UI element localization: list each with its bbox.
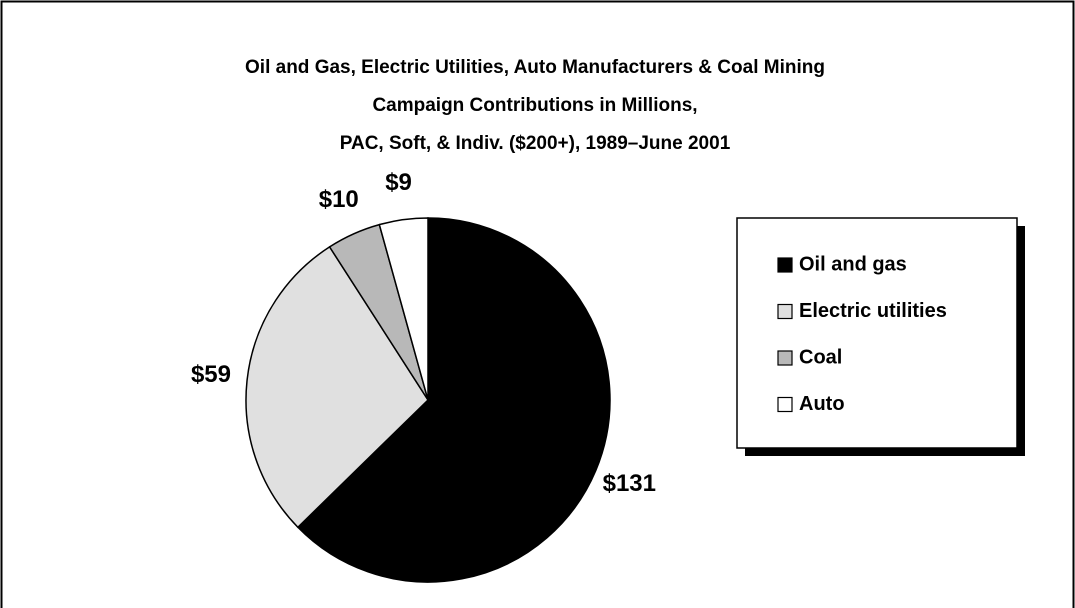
chart-title: PAC, Soft, & Indiv. ($200+), 1989–June 2…: [340, 133, 731, 154]
chart-title: Campaign Contributions in Millions,: [372, 95, 697, 116]
legend-label: Oil and gas: [799, 253, 907, 275]
pie-slice: [245, 245, 429, 529]
data-label: $10: [319, 186, 359, 213]
chart-title: Oil and Gas, Electric Utilities, Auto Ma…: [245, 57, 825, 78]
legend-swatch: [777, 396, 793, 413]
legend-swatch: [777, 303, 793, 320]
legend-label: Auto: [799, 393, 845, 415]
legend-swatch: [777, 257, 793, 273]
data-label: $9: [385, 169, 412, 196]
data-label: $59: [191, 361, 231, 388]
legend-swatch: [777, 350, 793, 366]
legend-label: Electric utilities: [799, 300, 947, 322]
data-label: $131: [603, 470, 656, 497]
pie-slice: [378, 217, 429, 401]
legend-label: Coal: [799, 346, 842, 368]
pie-slice: [296, 217, 611, 583]
